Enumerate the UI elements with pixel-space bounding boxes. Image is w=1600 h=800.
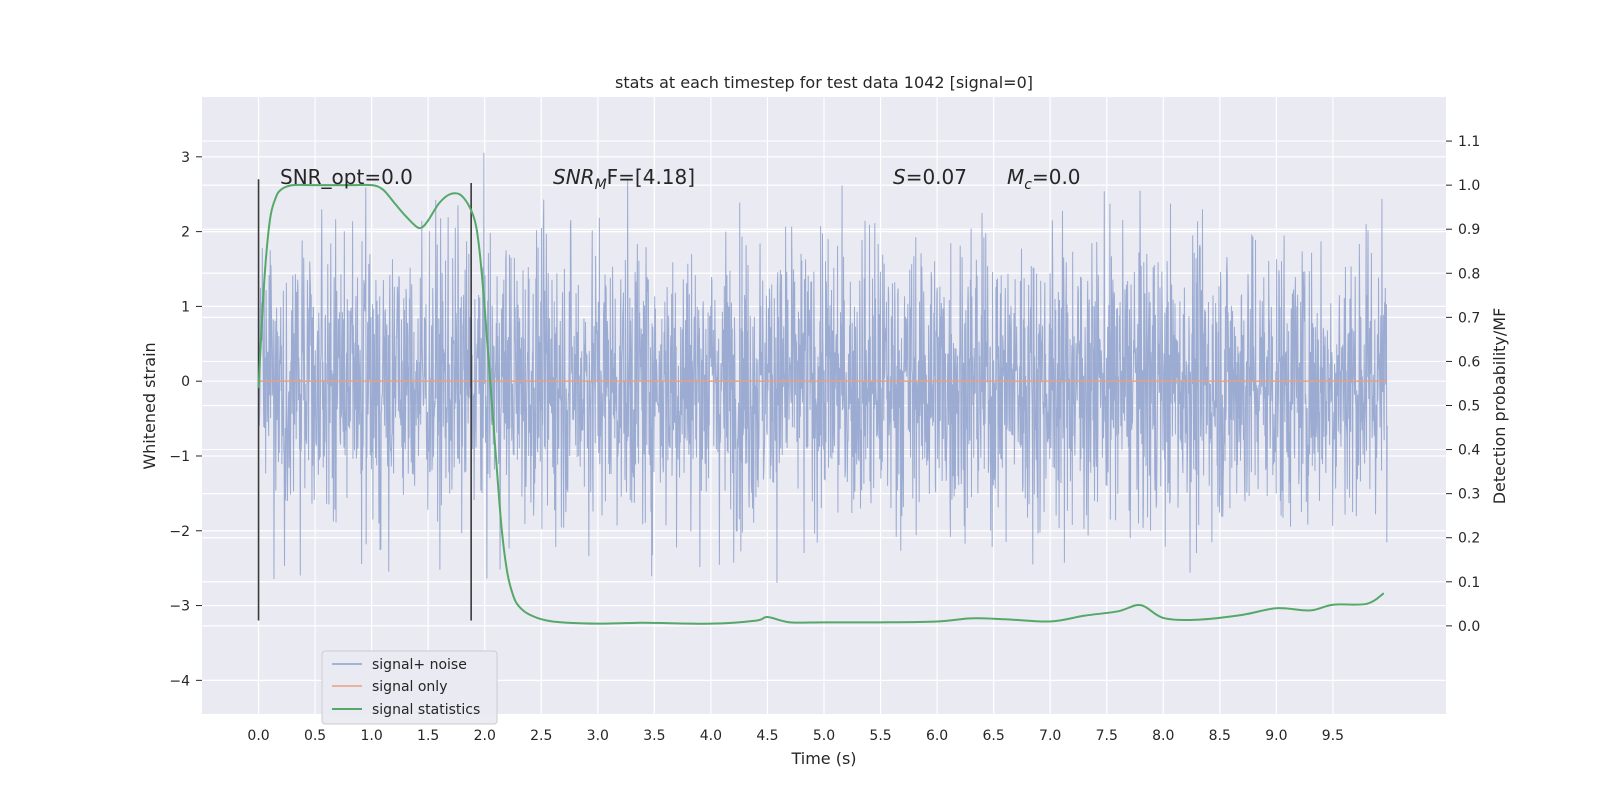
x-axis-ticks: 0.0 0.5 1.0 1.5 2.0 2.5 3.0 3.5 4.0 4.5 5.0 5.5 6.0 6…: [247, 728, 1344, 744]
annotation-s: S=0.07: [893, 165, 967, 189]
x-tick-label: 7.0: [1039, 728, 1061, 744]
y2-axis-label: Detection probability/MF: [1490, 308, 1509, 505]
x-tick-label: 3.5: [643, 728, 665, 744]
y2-axis-ticks: 1.1 1.0 0.9 0.8 0.7 0.6 0.5 0.4 0.3 0.2 0.1 0.0: [1446, 134, 1480, 635]
y2-tick-label: 1.0: [1458, 178, 1480, 194]
y-tick-label: −2: [169, 524, 190, 540]
annotation-mc: Mc=0.0: [1007, 165, 1081, 193]
chart-title: stats at each timestep for test data 104…: [615, 73, 1033, 92]
y2-tick-label: 0.1: [1458, 575, 1480, 591]
y-tick-label: 2: [181, 225, 190, 241]
x-tick-label: 3.0: [587, 728, 609, 744]
x-tick-label: 6.0: [926, 728, 948, 744]
y2-tick-label: 0.5: [1458, 399, 1480, 415]
x-tick-label: 2.5: [530, 728, 552, 744]
annotation-snr-mf: SNRMF=[4.18]: [553, 165, 695, 193]
x-tick-label: 7.5: [1096, 728, 1118, 744]
y2-tick-label: 1.1: [1458, 134, 1480, 150]
x-tick-label: 4.0: [700, 728, 722, 744]
vertical-markers: [257, 179, 472, 621]
y-tick-label: 3: [181, 150, 190, 166]
y-tick-label: 1: [181, 299, 190, 315]
x-tick-label: 2.0: [474, 728, 496, 744]
legend-label-signal-only: signal only: [372, 679, 447, 695]
y-tick-label: 0: [181, 374, 190, 390]
series-signal-statistics: [257, 183, 1385, 625]
y2-tick-label: 0.3: [1458, 487, 1480, 503]
x-tick-label: 9.0: [1265, 728, 1287, 744]
legend-label-signal-noise: signal+ noise: [372, 657, 467, 673]
legend: signal+ noise signal only signal statist…: [321, 650, 498, 725]
legend-box: [321, 650, 498, 725]
x-tick-label: 4.5: [756, 728, 778, 744]
y-tick-label: −4: [169, 673, 190, 689]
y2-tick-label: 0.0: [1458, 619, 1480, 635]
y2-tick-label: 0.8: [1458, 266, 1480, 282]
y2-tick-label: 0.7: [1458, 310, 1480, 326]
y2-tick-label: 0.9: [1458, 222, 1480, 238]
x-tick-label: 9.5: [1322, 728, 1344, 744]
y-axis-ticks: 3 2 1 0 −1 −2 −3 −4: [169, 150, 202, 689]
x-axis-label: Time (s): [790, 749, 856, 768]
y-tick-label: −3: [169, 599, 190, 615]
y2-tick-label: 0.6: [1458, 354, 1480, 370]
legend-label-signal-statistics: signal statistics: [372, 702, 480, 718]
x-tick-label: 5.5: [869, 728, 891, 744]
series-signal-noise: [258, 152, 1388, 583]
signal-noise-path: [258, 152, 1388, 583]
x-tick-label: 0.5: [304, 728, 326, 744]
x-tick-label: 1.0: [361, 728, 383, 744]
x-tick-label: 1.5: [417, 728, 439, 744]
y2-tick-label: 0.2: [1458, 531, 1480, 547]
annotation-snr-opt: SNR_opt=0.0: [280, 165, 413, 189]
y-tick-label: −1: [169, 449, 190, 465]
y-axis-label: Whitened strain: [140, 342, 159, 469]
x-tick-label: 8.0: [1152, 728, 1174, 744]
y2-tick-label: 0.4: [1458, 443, 1480, 459]
x-tick-label: 8.5: [1209, 728, 1231, 744]
x-tick-label: 5.0: [813, 728, 835, 744]
x-tick-label: 6.5: [983, 728, 1005, 744]
x-tick-label: 0.0: [247, 728, 269, 744]
